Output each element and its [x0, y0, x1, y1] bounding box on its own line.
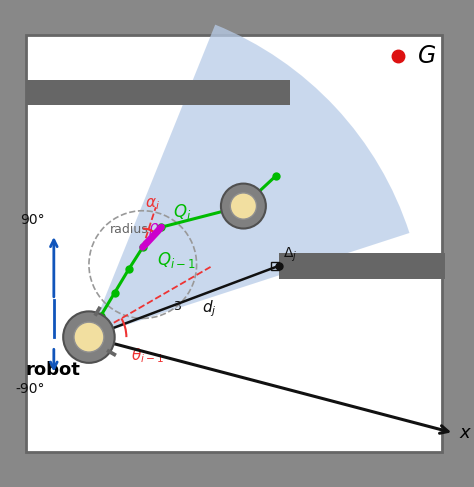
Bar — [271, 262, 279, 270]
Text: $Q_{i-1}$: $Q_{i-1}$ — [157, 249, 196, 270]
Text: $\rho_i$: $\rho_i$ — [148, 221, 163, 237]
Text: $\alpha_i$: $\alpha_i$ — [145, 196, 160, 212]
Text: $d_j$: $d_j$ — [202, 298, 217, 319]
Text: -90°: -90° — [15, 382, 45, 395]
Bar — [26, 80, 290, 105]
Wedge shape — [89, 25, 410, 337]
Text: $G$: $G$ — [417, 44, 436, 68]
Circle shape — [221, 184, 266, 228]
Circle shape — [63, 311, 115, 363]
Text: robot: robot — [26, 361, 81, 379]
Bar — [26, 35, 442, 452]
Bar — [93, 306, 102, 317]
Text: 90°: 90° — [20, 213, 45, 227]
Text: radius: radius — [110, 224, 149, 237]
Circle shape — [230, 193, 256, 219]
Text: $\Delta_j$: $\Delta_j$ — [283, 245, 298, 263]
Bar — [106, 349, 117, 357]
Text: $x$: $x$ — [459, 424, 472, 442]
Bar — [279, 253, 445, 279]
Circle shape — [74, 322, 104, 352]
Text: 3: 3 — [173, 300, 182, 313]
Text: $\theta_{i-1}$: $\theta_{i-1}$ — [131, 346, 164, 365]
Text: $Q_i$: $Q_i$ — [173, 203, 191, 223]
